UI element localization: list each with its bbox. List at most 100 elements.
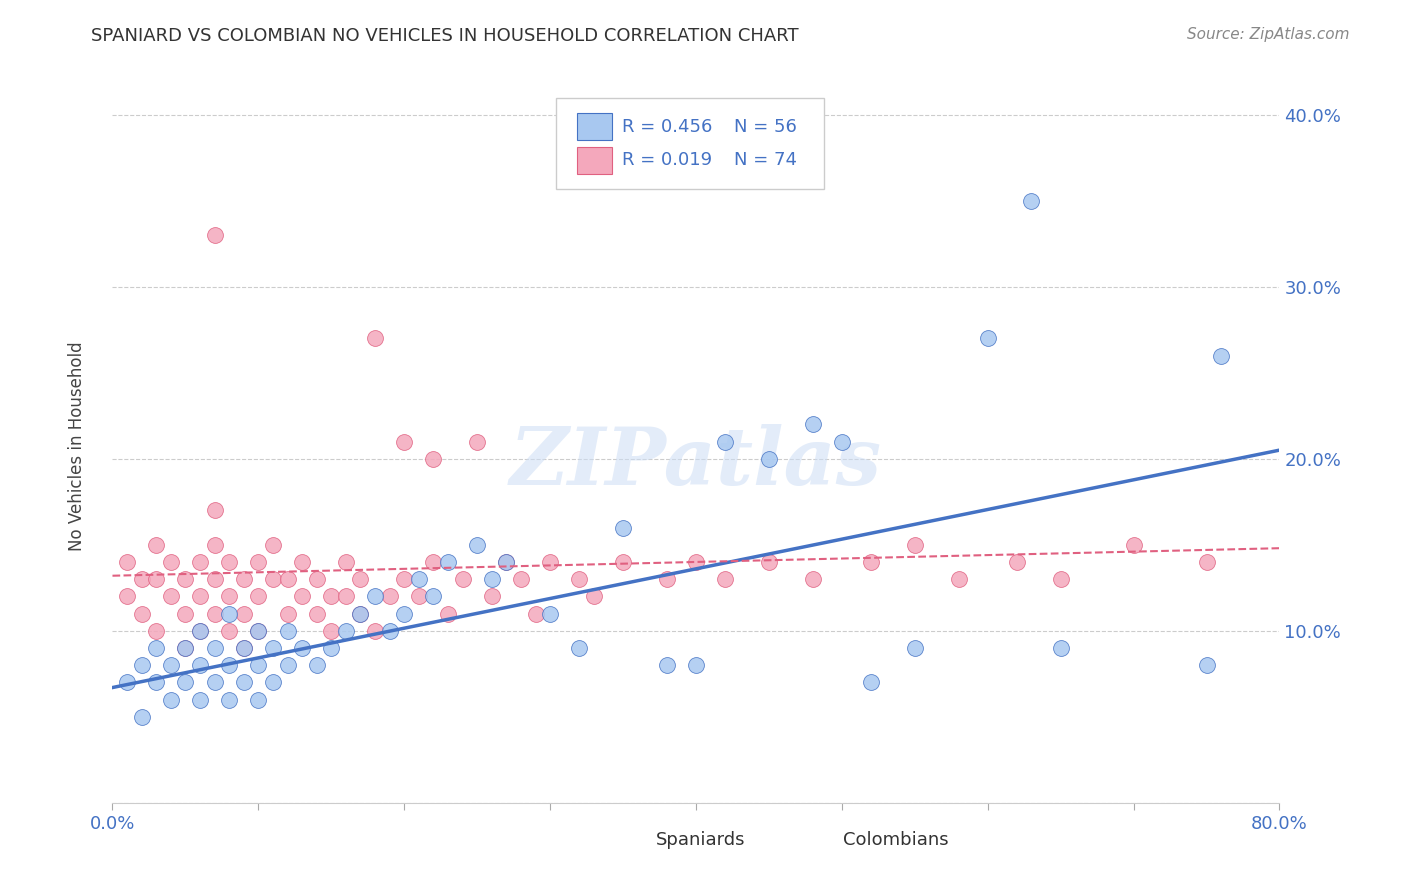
Point: [612, 520, 634, 534]
Point: [204, 607, 226, 621]
Text: R = 0.019: R = 0.019: [623, 152, 713, 169]
Point: [174, 675, 197, 690]
Point: [437, 607, 460, 621]
Point: [465, 434, 488, 449]
Point: [335, 555, 357, 569]
Point: [714, 572, 737, 586]
Point: [131, 658, 153, 673]
Point: [394, 434, 416, 449]
Point: [218, 590, 240, 604]
Point: [204, 640, 226, 655]
Point: [131, 607, 153, 621]
Point: [481, 590, 503, 604]
Point: [860, 555, 883, 569]
Point: [232, 607, 254, 621]
Point: [437, 555, 460, 569]
Point: [714, 434, 737, 449]
Point: [305, 572, 328, 586]
Point: [582, 590, 605, 604]
Point: [188, 590, 211, 604]
Point: [568, 640, 591, 655]
Point: [247, 692, 270, 706]
Point: [232, 640, 254, 655]
FancyBboxPatch shape: [614, 828, 647, 851]
Point: [408, 590, 430, 604]
Point: [247, 624, 270, 638]
Point: [1049, 572, 1071, 586]
Point: [188, 658, 211, 673]
Point: [422, 590, 444, 604]
Point: [188, 624, 211, 638]
Point: [131, 572, 153, 586]
Point: [321, 590, 343, 604]
Point: [394, 572, 416, 586]
Point: [160, 692, 183, 706]
Point: [218, 555, 240, 569]
Point: [1005, 555, 1028, 569]
Point: [349, 607, 371, 621]
Point: [291, 555, 314, 569]
Point: [276, 572, 298, 586]
Text: Spaniards: Spaniards: [657, 830, 745, 848]
Point: [758, 451, 780, 466]
Point: [538, 607, 561, 621]
Point: [451, 572, 474, 586]
Point: [860, 675, 883, 690]
Point: [612, 555, 634, 569]
Point: [291, 590, 314, 604]
Point: [247, 624, 270, 638]
Point: [232, 640, 254, 655]
Text: Colombians: Colombians: [844, 830, 949, 848]
Point: [685, 658, 707, 673]
Point: [204, 228, 226, 243]
FancyBboxPatch shape: [576, 112, 612, 140]
Point: [174, 572, 197, 586]
Point: [904, 640, 927, 655]
Point: [481, 572, 503, 586]
Point: [131, 710, 153, 724]
Point: [1021, 194, 1043, 208]
Point: [655, 658, 678, 673]
Text: Source: ZipAtlas.com: Source: ZipAtlas.com: [1187, 27, 1350, 42]
Point: [247, 555, 270, 569]
Point: [174, 640, 197, 655]
Text: R = 0.456: R = 0.456: [623, 118, 713, 136]
Point: [276, 607, 298, 621]
Text: N = 74: N = 74: [734, 152, 797, 169]
FancyBboxPatch shape: [555, 98, 824, 189]
Point: [831, 434, 853, 449]
Point: [174, 640, 197, 655]
Point: [204, 572, 226, 586]
Point: [509, 572, 531, 586]
Point: [115, 590, 138, 604]
Point: [145, 640, 167, 655]
Point: [655, 572, 678, 586]
Point: [204, 538, 226, 552]
Point: [115, 555, 138, 569]
Text: No Vehicles in Household: No Vehicles in Household: [69, 341, 86, 551]
FancyBboxPatch shape: [576, 147, 612, 174]
Point: [378, 624, 401, 638]
Point: [218, 658, 240, 673]
Point: [188, 555, 211, 569]
Point: [115, 675, 138, 690]
Point: [321, 640, 343, 655]
Point: [801, 417, 824, 432]
Point: [188, 692, 211, 706]
Point: [422, 555, 444, 569]
Point: [335, 624, 357, 638]
Point: [495, 555, 517, 569]
Point: [394, 607, 416, 621]
Point: [174, 607, 197, 621]
Text: SPANIARD VS COLOMBIAN NO VEHICLES IN HOUSEHOLD CORRELATION CHART: SPANIARD VS COLOMBIAN NO VEHICLES IN HOU…: [91, 27, 799, 45]
Point: [218, 692, 240, 706]
Text: N = 56: N = 56: [734, 118, 797, 136]
Point: [524, 607, 547, 621]
Point: [948, 572, 970, 586]
Point: [305, 658, 328, 673]
Point: [364, 624, 387, 638]
Point: [465, 538, 488, 552]
Point: [204, 503, 226, 517]
Point: [349, 572, 371, 586]
Point: [262, 538, 284, 552]
